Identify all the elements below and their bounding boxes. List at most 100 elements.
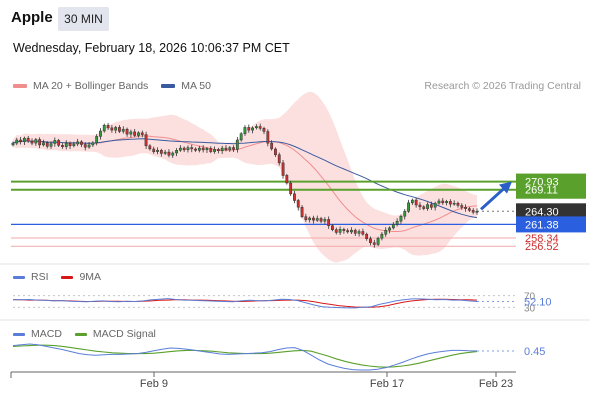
candle-body bbox=[110, 127, 114, 131]
candle-body bbox=[45, 142, 49, 147]
candle-body bbox=[80, 141, 83, 145]
candle-body bbox=[140, 132, 144, 135]
candlesticks bbox=[11, 122, 479, 248]
price-legend: MA 20 + Bollinger Bands MA 50 bbox=[13, 80, 211, 92]
forecast-arrowhead bbox=[499, 181, 512, 194]
candle-body bbox=[152, 148, 156, 152]
candle-body bbox=[270, 142, 274, 150]
candle-body bbox=[235, 139, 239, 150]
candle-body bbox=[220, 147, 224, 152]
current-price-box bbox=[516, 203, 586, 220]
candle-body bbox=[224, 147, 228, 151]
candle-body bbox=[319, 218, 323, 222]
candle-body bbox=[243, 127, 247, 134]
candle-body bbox=[467, 208, 471, 211]
candle-body bbox=[197, 147, 201, 151]
candle-body bbox=[83, 144, 87, 148]
rsi-legend-label: RSI bbox=[31, 271, 49, 283]
rsi-ma-legend-label: 9MA bbox=[79, 271, 102, 283]
candle-body bbox=[414, 199, 418, 206]
candle-body bbox=[251, 127, 254, 131]
candle-body bbox=[232, 147, 235, 150]
candle-body bbox=[285, 175, 289, 184]
level-label-resistance: 269.11 bbox=[525, 185, 558, 197]
candle-body bbox=[331, 225, 334, 230]
candle-body bbox=[456, 202, 460, 206]
rsi-level-label: 70 bbox=[524, 292, 536, 303]
candle-body bbox=[190, 147, 194, 150]
candle-body bbox=[441, 200, 445, 204]
candle-body bbox=[144, 134, 148, 147]
rsi-swatch bbox=[13, 275, 25, 279]
support-label-box bbox=[516, 216, 586, 233]
resistance-label-box bbox=[516, 173, 586, 199]
candle-body bbox=[350, 229, 353, 233]
candle-body bbox=[106, 124, 110, 129]
macd-legend-label: MACD bbox=[31, 328, 62, 340]
time-axis: Feb 9 Feb 17 Feb 23 bbox=[10, 371, 516, 390]
candle-body bbox=[121, 128, 125, 132]
candle-body bbox=[357, 231, 361, 234]
candle-body bbox=[87, 144, 91, 148]
candle-body bbox=[346, 230, 350, 233]
candle-body bbox=[114, 127, 118, 131]
symbol-title: Apple bbox=[11, 9, 53, 26]
candle-body bbox=[452, 202, 456, 205]
candle-body bbox=[68, 142, 72, 147]
candle-body bbox=[426, 204, 429, 209]
macd-legend: MACD MACD Signal bbox=[13, 328, 156, 340]
macd-signal-legend-label: MACD Signal bbox=[92, 328, 156, 340]
candle-body bbox=[312, 217, 315, 221]
candle-body bbox=[254, 126, 258, 129]
level-label-minor: 256.52 bbox=[525, 241, 559, 253]
candle-body bbox=[361, 231, 365, 235]
candle-body bbox=[213, 149, 216, 152]
candle-body bbox=[19, 139, 22, 143]
candle-body bbox=[95, 136, 99, 143]
candle-body bbox=[353, 229, 357, 234]
candle-body bbox=[369, 238, 372, 243]
candle-body bbox=[327, 219, 331, 226]
candle-body bbox=[76, 141, 80, 145]
candle-body bbox=[61, 145, 64, 147]
candle-body bbox=[433, 202, 437, 208]
candle-body bbox=[315, 218, 319, 221]
candle-body bbox=[163, 151, 167, 154]
ma20-swatch bbox=[13, 84, 27, 89]
candle-body bbox=[72, 143, 76, 147]
candle-body bbox=[38, 139, 42, 146]
rsi-level-label: 30 bbox=[524, 303, 536, 314]
candle-body bbox=[239, 133, 243, 141]
level-label-resistance: 270.93 bbox=[525, 177, 559, 189]
candle-body bbox=[407, 202, 410, 212]
timestamp: Wednesday, February 18, 2026 10:06:37 PM… bbox=[13, 41, 290, 55]
candle-body bbox=[399, 215, 403, 222]
candle-body bbox=[216, 149, 220, 151]
candle-body bbox=[178, 147, 182, 151]
candle-body bbox=[365, 233, 369, 239]
candle-body bbox=[34, 139, 38, 144]
forecast-arrow bbox=[479, 181, 512, 211]
research-credit: Research © 2026 Trading Central bbox=[424, 80, 581, 92]
candle-body bbox=[429, 204, 433, 208]
macd-last-value: 0.45 bbox=[524, 346, 545, 358]
candle-body bbox=[133, 131, 137, 136]
candle-body bbox=[205, 148, 209, 151]
rsi-last-value: 52.10 bbox=[524, 297, 552, 309]
interval-badge[interactable]: 30 MIN bbox=[58, 7, 109, 31]
candle-body bbox=[129, 131, 133, 135]
candle-body bbox=[209, 148, 213, 152]
candle-body bbox=[102, 124, 106, 132]
candle-body bbox=[228, 147, 232, 151]
price-levels bbox=[11, 180, 516, 247]
ma50-line bbox=[12, 138, 478, 219]
candle-body bbox=[247, 127, 251, 131]
candle-body bbox=[437, 200, 441, 204]
forecast-arrow-shaft bbox=[479, 186, 507, 211]
candle-body bbox=[388, 227, 391, 231]
level-label-support: 261.38 bbox=[525, 219, 559, 231]
candle-body bbox=[99, 130, 102, 137]
candle-body bbox=[464, 207, 467, 209]
candle-body bbox=[148, 145, 152, 150]
ma50-legend-label: MA 50 bbox=[181, 80, 211, 92]
